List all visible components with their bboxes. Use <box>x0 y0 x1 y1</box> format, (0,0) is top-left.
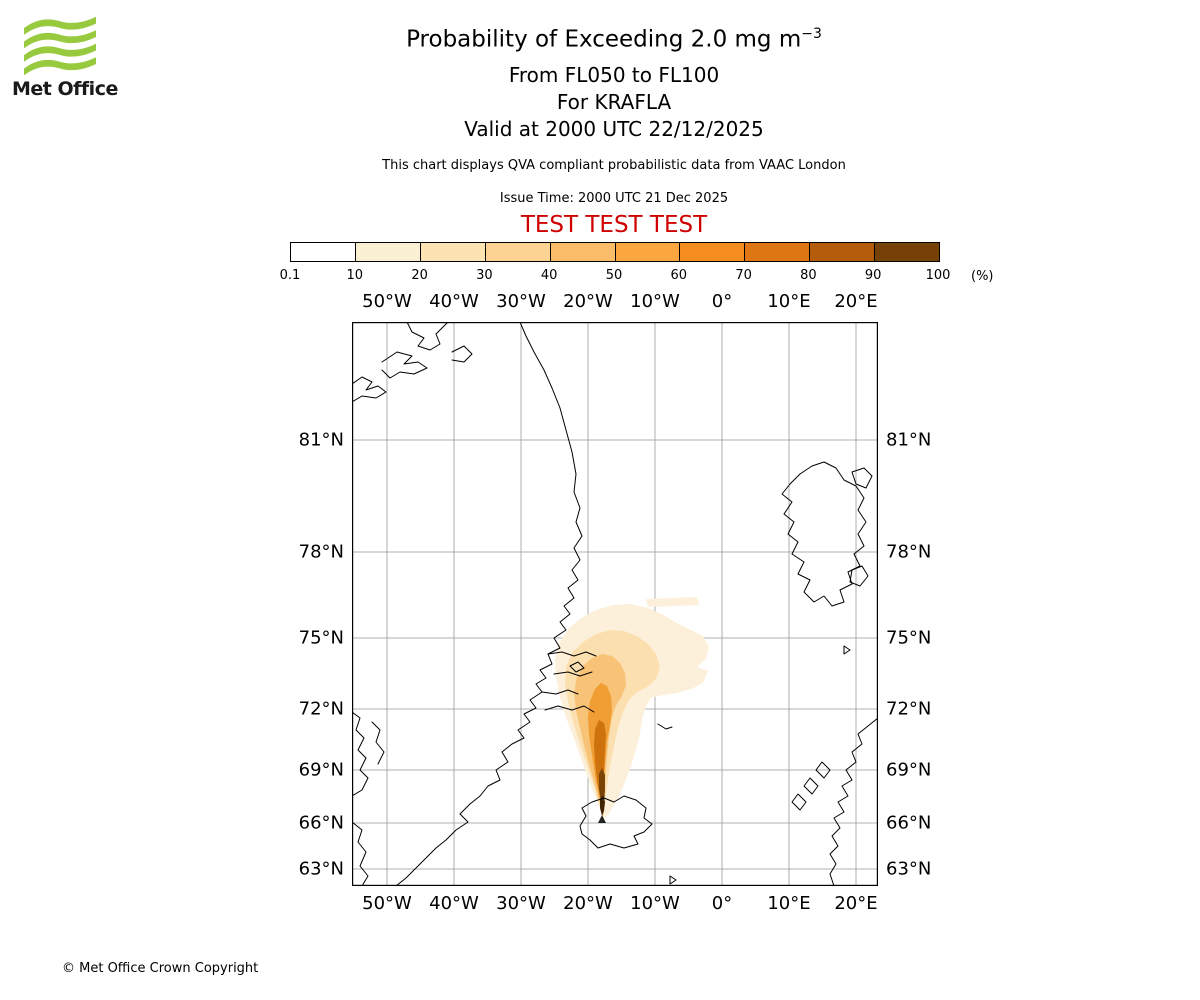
coastline-lofoten-island-3 <box>791 793 807 811</box>
subtitle-valid-time: Valid at 2000 UTC 22/12/2025 <box>464 117 764 141</box>
coastline-greenland-ne-fjords-1 <box>352 376 387 403</box>
lat-label-left: 69°N <box>298 759 344 781</box>
coastline-greenland-sw-coast-3 <box>352 821 369 886</box>
lon-label-bottom: 40°W <box>429 893 479 914</box>
lat-label-left: 78°N <box>298 541 344 563</box>
lat-label-left: 72°N <box>298 698 344 720</box>
lon-label-bottom: 30°W <box>496 893 546 914</box>
map-frame <box>352 322 878 886</box>
coastline-lofoten-island-1 <box>815 761 831 779</box>
subtitle-flight-levels: From FL050 to FL100 <box>508 63 720 87</box>
colorbar-tick-label: 100 <box>925 268 951 283</box>
lon-label-top: 0° <box>711 291 733 312</box>
colorbar-tick-label: 80 <box>800 268 817 283</box>
coastline-greenland-ne-fjords-2 <box>381 351 428 379</box>
lat-label-right: 69°N <box>886 759 932 781</box>
lon-label-bottom: 50°W <box>362 893 412 914</box>
colorbar-tick-label: 10 <box>346 268 364 283</box>
colorbar-tick-label: 30 <box>476 268 493 283</box>
coastline-lofoten-island-2 <box>803 777 819 795</box>
coastline-greenland-sw-coast-1 <box>352 711 369 797</box>
volcano-marker <box>598 815 606 823</box>
lat-label-left: 63°N <box>298 858 344 880</box>
colorbar-tick-label: 0.1 <box>279 268 301 283</box>
colorbar-segment <box>875 243 940 261</box>
colorbar-segment <box>355 243 421 261</box>
qva-description: This chart displays QVA compliant probab… <box>382 158 846 173</box>
lon-label-bottom: 0° <box>711 893 733 914</box>
colorbar-segment <box>680 243 746 261</box>
colorbar-unit-label: (%) <box>971 269 994 284</box>
lon-label-top: 20°W <box>563 291 613 312</box>
coastline-greenland-fjord-island <box>569 661 585 673</box>
lat-label-right: 78°N <box>886 541 932 563</box>
map-canvas <box>352 322 878 886</box>
lon-label-top: 10°W <box>630 291 680 312</box>
lon-label-bottom: 10°W <box>630 893 680 914</box>
lat-label-left: 81°N <box>298 429 344 451</box>
lon-label-top: 20°E <box>834 291 878 312</box>
lon-label-top: 30°W <box>496 291 546 312</box>
coastline-greenland-ne-fjords-3 <box>406 322 449 351</box>
lat-label-right: 63°N <box>886 858 932 880</box>
coastline-norway-coast <box>829 717 878 886</box>
colorbar-segment <box>550 243 616 261</box>
probability-colorbar <box>290 242 940 262</box>
lon-label-top: 50°W <box>362 291 412 312</box>
lon-label-bottom: 20°W <box>563 893 613 914</box>
colorbar-tick-label: 50 <box>605 268 623 283</box>
coastline-greenland-fjord-branch-3 <box>541 689 579 695</box>
colorbar-segment <box>420 243 486 261</box>
coastline-greenland-ne-fjords-4 <box>451 345 473 363</box>
coastline-svalbard-main <box>781 461 867 607</box>
chart-title-text: Probability of Exceeding 2.0 mg m <box>406 26 802 53</box>
subtitle-volcano: For KRAFLA <box>556 90 672 114</box>
colorbar-tick-label: 20 <box>411 268 428 283</box>
colorbar-segment <box>810 243 876 261</box>
colorbar-tick-label: 70 <box>735 268 752 283</box>
colorbar-tick-label: 60 <box>670 268 688 283</box>
coastline-iceland <box>579 795 653 849</box>
met-office-logo-text: Met Office <box>12 78 118 100</box>
chart-title: Probability of Exceeding 2.0 mg m−3 <box>0 26 1200 53</box>
lat-label-right: 66°N <box>886 812 932 834</box>
colorbar-segment <box>291 243 356 261</box>
title-exponent: −3 <box>801 26 822 42</box>
coastline-svalbard-edgeoya <box>849 565 869 587</box>
colorbar-segment <box>745 243 811 261</box>
colorbar-segment <box>485 243 551 261</box>
ash-plume-prob-0.1-10-streak <box>646 597 699 607</box>
coastline-svalbard-nordaustlandet <box>851 467 873 489</box>
test-banner: TEST TEST TEST <box>520 212 708 238</box>
lon-label-top: 40°W <box>429 291 479 312</box>
copyright-notice: © Met Office Crown Copyright <box>62 961 259 976</box>
chart-subtitles: From FL050 to FL100 For KRAFLA Valid at … <box>0 62 1200 143</box>
lon-label-bottom: 20°E <box>834 893 878 914</box>
ash-plume-prob-90-100 <box>600 795 605 816</box>
colorbar-tick-label: 90 <box>864 268 882 283</box>
coastline-island-south-of-iceland <box>669 875 677 885</box>
lat-label-right: 81°N <box>886 429 932 451</box>
colorbar-tick-label: 40 <box>540 268 558 283</box>
met-office-logo-waves <box>24 16 96 76</box>
lon-label-top: 10°E <box>767 291 811 312</box>
coastline-bear-island <box>843 645 851 655</box>
lon-label-bottom: 10°E <box>767 893 811 914</box>
coastline-greenland-scoresby-fjord <box>544 705 595 713</box>
lat-label-left: 66°N <box>298 812 344 834</box>
issue-time: Issue Time: 2000 UTC 21 Dec 2025 <box>499 191 729 206</box>
coastline-greenland-sw-coast-2 <box>371 721 385 765</box>
coastline-greenland-east-coast <box>395 322 583 886</box>
met-office-logo: Met Office <box>12 16 122 100</box>
colorbar-segment <box>615 243 681 261</box>
coastline-greenland-fjord-branch-2 <box>553 671 593 677</box>
lat-label-right: 72°N <box>886 698 932 720</box>
lat-label-left: 75°N <box>298 627 344 649</box>
coastline-jan-mayen <box>657 723 673 730</box>
lat-label-right: 75°N <box>886 627 932 649</box>
colorbar-tick-labels: 0.1 10 20 30 40 50 60 70 80 90 100 <box>280 268 951 284</box>
coastline-greenland-fjord-branch-1 <box>547 651 597 657</box>
